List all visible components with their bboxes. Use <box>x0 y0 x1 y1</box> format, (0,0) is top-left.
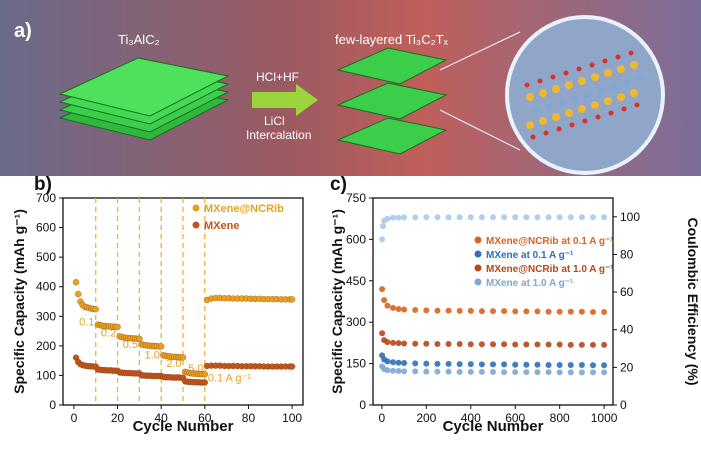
c-atom-icon <box>572 96 578 102</box>
panel-a-label: a) <box>14 20 32 42</box>
y-tick-label: 600 <box>36 221 56 235</box>
c-atom-icon <box>546 104 552 110</box>
ti-atom-icon <box>552 85 560 93</box>
ti-atom-icon <box>526 93 534 101</box>
data-point-ncrib <box>92 306 99 313</box>
x-tick-label: 80 <box>242 411 256 425</box>
o-atom-icon <box>524 82 530 88</box>
legend-marker <box>192 204 200 212</box>
c-atom-icon <box>533 108 539 114</box>
o-atom-icon <box>576 66 582 72</box>
ti-atom-icon <box>604 97 612 105</box>
reaction-arrow-icon <box>252 84 318 116</box>
x-tick-label: 100 <box>282 411 302 425</box>
o-atom-icon <box>543 130 549 136</box>
ti-atom-icon <box>604 69 612 77</box>
ti-atom-icon <box>578 105 586 113</box>
rate-label: 0.2 <box>101 327 116 339</box>
ti-atom-icon <box>539 89 547 97</box>
c-atom-icon <box>559 100 565 106</box>
data-point-ncrib <box>72 279 80 286</box>
data-point-ncrib <box>158 343 165 350</box>
ti-atom-icon <box>630 61 638 69</box>
y-tick-label: 100 <box>36 368 56 382</box>
intercalant-label: LiCl <box>264 114 285 128</box>
y-tick-label: 700 <box>36 191 56 205</box>
o-atom-icon <box>595 114 601 120</box>
ti-atom-icon <box>617 93 625 101</box>
o-atom-icon <box>589 62 595 68</box>
legend-label: MXene@NCRib <box>204 203 284 215</box>
data-point-ncrib <box>288 296 296 303</box>
rate-label: 1.0 <box>145 349 160 361</box>
data-point-mxene <box>288 363 296 370</box>
ti-atom-icon <box>591 73 599 81</box>
data-point-ncrib <box>179 354 187 361</box>
o-atom-icon <box>530 134 536 140</box>
o-atom-icon <box>615 54 621 60</box>
c-atom-icon <box>637 76 643 82</box>
ti-atom-icon <box>617 65 625 73</box>
legend-label: MXene <box>204 220 239 232</box>
o-atom-icon <box>582 118 588 124</box>
ti-atom-icon <box>552 113 560 121</box>
few-layer-sheets-icon <box>336 47 448 155</box>
ti-atom-icon <box>578 77 586 85</box>
ti-atom-icon <box>526 121 534 129</box>
legend-marker <box>192 221 200 229</box>
x-tick-label: 20 <box>111 411 125 425</box>
o-atom-icon <box>602 58 608 64</box>
x-axis-label: Cycle Number <box>133 418 234 435</box>
y-tick-label: 400 <box>36 280 56 294</box>
data-point-mxene <box>201 379 208 386</box>
c-atom-icon <box>611 84 617 90</box>
o-atom-icon <box>556 126 562 132</box>
o-atom-icon <box>550 74 556 80</box>
c-atom-icon <box>598 88 604 94</box>
o-atom-icon <box>628 50 634 56</box>
o-atom-icon <box>608 110 614 116</box>
max-phase-label: Ti₃AlC₂ <box>118 32 160 47</box>
ti-atom-icon <box>565 109 573 117</box>
o-atom-icon <box>537 78 543 84</box>
data-point-ncrib <box>114 323 121 331</box>
y-tick-label: 500 <box>36 250 56 264</box>
rate-label: 0.5 <box>123 339 138 351</box>
max-phase-stack-icon <box>58 57 230 141</box>
ti-atom-icon <box>565 81 573 89</box>
synthesis-illustration <box>58 15 665 175</box>
intercalation-label: Intercalation <box>246 128 312 142</box>
ti-atom-icon <box>539 117 547 125</box>
rate-label: 0.1 <box>79 317 94 329</box>
y-tick-label: 300 <box>36 309 56 323</box>
rate-label: 2.0 <box>166 358 181 370</box>
ti-atom-icon <box>591 101 599 109</box>
x-tick-label: 60 <box>198 411 212 425</box>
mxene-label: few-layered Ti₃C₂Tₓ <box>335 32 448 47</box>
x-tick-label: 0 <box>71 411 78 425</box>
data-point-ncrib <box>136 335 143 342</box>
y-axis-label: Specific Capacity (mAh g⁻¹) <box>11 209 27 394</box>
rate-label: 0.1 A g⁻¹ <box>208 372 251 384</box>
c-atom-icon <box>585 92 591 98</box>
o-atom-icon <box>563 70 569 76</box>
atomic-structure-icon <box>505 15 665 175</box>
ti-atom-icon <box>630 89 638 97</box>
etchant-label: HCl+HF <box>256 70 300 84</box>
x-tick-label: 40 <box>155 411 169 425</box>
y-tick-label: 0 <box>49 398 56 412</box>
y-tick-label: 200 <box>36 339 56 353</box>
data-point-ncrib <box>201 371 208 378</box>
panel-b-label: b) <box>34 174 52 195</box>
o-atom-icon <box>621 106 627 112</box>
synthesis-banner: a) Ti₃AlC₂ few-layered Ti₃C₂Tₓ HCl+HF Li… <box>0 0 701 176</box>
o-atom-icon <box>569 122 575 128</box>
c-atom-icon <box>624 80 630 86</box>
o-atom-icon <box>634 102 640 108</box>
data-point-ncrib <box>75 290 82 298</box>
